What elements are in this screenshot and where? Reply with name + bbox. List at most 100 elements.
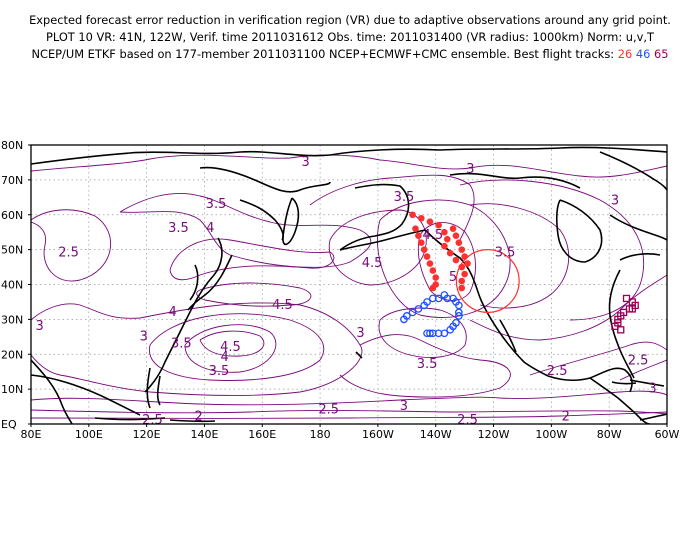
coast-western-canada <box>424 229 549 377</box>
lon-tick-label: 60W <box>655 428 680 441</box>
contour-2-5-south <box>31 409 667 415</box>
contour-3-north <box>31 154 667 178</box>
lat-tick-label: EQ <box>1 418 17 431</box>
track-b-circle <box>402 312 411 320</box>
contour-3-5-northeast <box>309 174 475 241</box>
track-a-dot <box>452 256 460 264</box>
contour-value-label: 3.5 <box>206 197 227 212</box>
contour-value-label: 3 <box>400 399 408 414</box>
lon-tick-label: 100W <box>535 428 567 441</box>
contour-4-western <box>169 238 335 281</box>
contour-label-group: 33.52.53.5 44.543.5334.543.534.533.54.553… <box>36 155 657 428</box>
contour-value-label: 4 <box>221 350 229 365</box>
coast-gulf-of-mexico <box>547 367 633 393</box>
lat-tick-label: 30N <box>1 313 23 326</box>
contour-4-5-southwest <box>199 330 265 357</box>
coast-japan <box>187 254 233 311</box>
contour-value-label: 3 <box>611 193 619 208</box>
contour-3-south <box>31 390 667 406</box>
track-legend-a: 26 <box>617 47 633 61</box>
lat-tick-label: 70N <box>1 174 23 187</box>
contour-value-label: 2.5 <box>318 403 339 418</box>
lon-tick-label: 160E <box>248 428 276 441</box>
lat-tick-label: 20N <box>1 348 23 361</box>
coast-alaska <box>339 183 426 251</box>
track-b-circle <box>414 305 423 313</box>
lat-tick-label: 50N <box>1 244 23 257</box>
contour-value-label: 3.5 <box>417 357 438 372</box>
contour-value-label: 3 <box>301 155 309 170</box>
contour-value-label: 3.5 <box>394 190 415 205</box>
title-line-3: NCEP/UM ETKF based on 177-member 2011031… <box>0 46 700 63</box>
latitude-axis: 80N 70N 60N 50N 40N 30N 20N 10N EQ <box>1 139 31 431</box>
flight-track-b <box>400 291 463 338</box>
longitude-axis: 80E 100E 120E 140E 160E 180 160W 140W 120W 100W 80… <box>21 424 680 441</box>
track-b-circle <box>423 298 431 306</box>
contour-3-5-east <box>469 203 570 309</box>
track-b-circle <box>446 325 455 334</box>
contour-value-label: 2.5 <box>457 413 478 428</box>
coast-hudson-bay <box>555 199 603 263</box>
track-a-dot <box>432 274 440 281</box>
contour-4-southwest <box>184 324 277 373</box>
contour-value-label: 3 <box>36 319 44 334</box>
coast-russia-north <box>31 150 331 165</box>
track-a-dot <box>461 253 468 260</box>
contour-value-label: 4 <box>206 221 214 236</box>
lon-tick-label: 140E <box>190 428 218 441</box>
contour-value-label: 2.5 <box>142 413 163 428</box>
contour-value-label: 4.5 <box>362 256 383 271</box>
track-a-dot <box>435 221 442 229</box>
contour-value-label: 3.5 <box>171 336 192 351</box>
track-b-circle <box>408 308 417 317</box>
lat-tick-label: 80N <box>1 139 23 152</box>
contour-3-central <box>339 334 511 398</box>
coast-india <box>31 359 73 424</box>
coast-east-asia <box>144 237 223 393</box>
track-a-dot <box>426 260 434 267</box>
track-a-dot <box>458 263 466 271</box>
track-a-dot <box>417 239 425 246</box>
coast-kamchatka <box>282 197 300 246</box>
track-a-dot <box>449 225 457 232</box>
track-c-square <box>628 305 636 313</box>
contour-value-label: 3 <box>466 162 474 177</box>
contour-value-label: 4.5 <box>220 340 241 355</box>
coast-sea-of-okhotsk <box>239 199 284 241</box>
contour-value-label: 2.5 <box>547 364 568 379</box>
contour-value-label: 4.5 <box>422 228 443 243</box>
coast-greenland <box>599 151 667 191</box>
contour-value-label: 4 <box>169 305 177 320</box>
track-a-dot <box>455 239 463 246</box>
contour-value-label: 3 <box>356 326 364 341</box>
track-a-dot <box>441 242 448 250</box>
contour-3-caribbean <box>619 359 667 381</box>
track-a-dot <box>423 253 431 260</box>
contour-4-northeast <box>376 199 511 318</box>
coast-canadian-arctic <box>329 146 667 189</box>
contour-value-label: 2 <box>562 410 570 425</box>
coast-central-america <box>589 377 651 424</box>
contour-value-label: 4.5 <box>272 298 293 313</box>
track-b-circle <box>434 294 443 303</box>
contour-2-5-northwest <box>31 209 111 282</box>
lon-tick-label: 120W <box>478 428 510 441</box>
coast-korea <box>189 264 199 301</box>
title-line-1: Expected forecast error reduction in ver… <box>29 13 671 27</box>
track-b-circle <box>426 329 434 338</box>
lon-tick-label: 160W <box>362 428 394 441</box>
track-c-square <box>614 319 622 327</box>
coast-siberia <box>199 166 331 193</box>
coastlines <box>31 146 667 424</box>
coast-hawaii <box>355 351 363 359</box>
coast-indonesia <box>94 417 216 423</box>
track-a-dot <box>412 225 419 232</box>
contour-5-northeast <box>417 222 476 301</box>
track-a-dot <box>458 277 466 285</box>
contour-2-5-caribbean <box>529 341 667 376</box>
lat-tick-label: 10N <box>1 383 23 396</box>
track-legend-b: 46 <box>635 47 651 61</box>
plot-header: Expected forecast error reduction in ver… <box>0 12 700 63</box>
lon-tick-label: 80W <box>597 428 622 441</box>
